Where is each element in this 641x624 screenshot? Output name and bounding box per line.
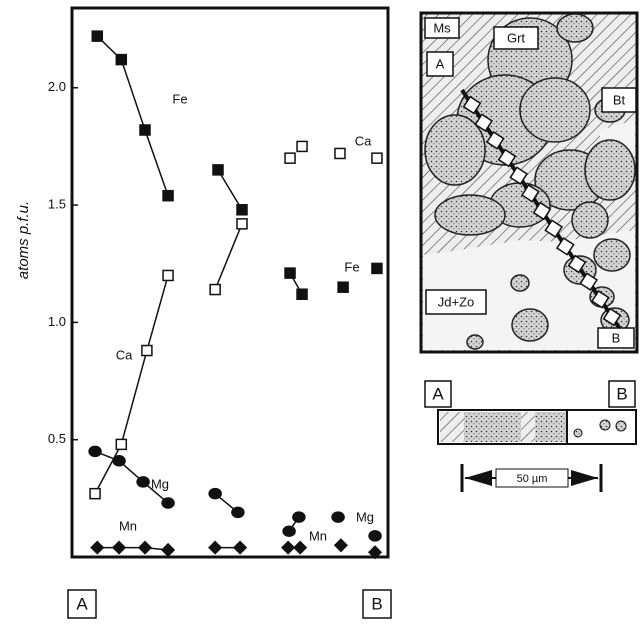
series-label: Fe bbox=[172, 91, 187, 106]
marker bbox=[333, 538, 348, 553]
diagram-label: Jd+Zo bbox=[438, 294, 475, 309]
marker bbox=[136, 476, 150, 488]
analysis-spot bbox=[602, 307, 622, 327]
series-line bbox=[95, 158, 377, 494]
marker bbox=[233, 540, 248, 555]
plot-frame bbox=[70, 6, 390, 559]
series-label: Ca bbox=[116, 347, 133, 362]
marker bbox=[90, 540, 105, 555]
strip-label: A bbox=[432, 384, 444, 403]
marker bbox=[367, 545, 383, 560]
analysis-spot bbox=[590, 289, 610, 309]
marker bbox=[161, 542, 176, 558]
marker bbox=[162, 189, 174, 202]
annotation: Ca bbox=[355, 133, 372, 148]
analysis-spot bbox=[579, 272, 599, 292]
marker bbox=[212, 164, 224, 176]
marker bbox=[89, 487, 101, 500]
diagram-label: Bt bbox=[613, 92, 626, 107]
marker bbox=[91, 30, 104, 42]
analysis-spot bbox=[544, 219, 564, 239]
marker bbox=[337, 281, 349, 293]
marker bbox=[236, 218, 248, 230]
analysis-spot bbox=[520, 183, 540, 203]
marker bbox=[282, 525, 296, 537]
strip-label-box bbox=[424, 380, 452, 408]
diagram-label-box bbox=[493, 26, 539, 50]
marker bbox=[112, 540, 127, 555]
scale-bar-label: 50 µm bbox=[517, 473, 548, 485]
end-label: B bbox=[371, 594, 382, 613]
annotation: Fe bbox=[344, 259, 359, 274]
marker bbox=[284, 152, 296, 164]
analysis-spot bbox=[485, 130, 505, 150]
strip-label: B bbox=[616, 384, 627, 403]
annotation: Mn bbox=[309, 528, 327, 543]
marker bbox=[161, 497, 175, 509]
marker bbox=[115, 438, 128, 451]
marker bbox=[141, 344, 153, 357]
marker bbox=[137, 540, 153, 555]
analysis-spot bbox=[462, 95, 482, 115]
y-tick-label: 1.0 bbox=[48, 314, 66, 329]
end-label-box bbox=[67, 589, 97, 619]
analysis-spot bbox=[509, 166, 529, 186]
analysis-spot bbox=[532, 201, 552, 221]
marker bbox=[331, 511, 345, 523]
y-tick-label: 0.5 bbox=[48, 431, 66, 446]
diagram-label-box bbox=[601, 87, 637, 113]
marker bbox=[371, 152, 383, 164]
marker bbox=[209, 283, 221, 296]
series-label: Mg bbox=[151, 476, 169, 491]
marker bbox=[296, 140, 308, 153]
marker bbox=[368, 530, 382, 542]
marker bbox=[296, 288, 308, 300]
marker bbox=[334, 147, 346, 160]
diagram-label-box bbox=[424, 17, 460, 39]
marker bbox=[292, 511, 306, 523]
marker bbox=[231, 506, 245, 519]
strip bbox=[437, 409, 637, 492]
diagram-label: A bbox=[436, 56, 445, 71]
analysis-spot bbox=[497, 148, 517, 168]
marker bbox=[371, 262, 383, 275]
marker bbox=[284, 267, 296, 279]
series-line bbox=[97, 36, 377, 294]
marker bbox=[293, 540, 308, 555]
diagram-label-box bbox=[425, 289, 487, 315]
marker bbox=[236, 204, 248, 216]
marker bbox=[115, 53, 128, 66]
diagram-label: Grt bbox=[507, 30, 525, 45]
marker bbox=[281, 540, 296, 555]
strip-label-box bbox=[608, 380, 636, 408]
series-label: Mn bbox=[119, 518, 137, 533]
diagram-label-box bbox=[597, 327, 635, 349]
marker bbox=[208, 540, 223, 555]
y-tick-label: 2.0 bbox=[48, 79, 66, 94]
diagram-label-box bbox=[426, 51, 454, 77]
end-label-box bbox=[362, 589, 392, 619]
y-tick-label: 1.5 bbox=[48, 197, 66, 212]
analysis-spot bbox=[474, 113, 494, 133]
marker bbox=[139, 124, 151, 136]
y-axis-label: atoms p.f.u. bbox=[15, 201, 32, 279]
marker bbox=[162, 269, 174, 282]
end-label: A bbox=[76, 594, 88, 613]
diagram-label: Ms bbox=[433, 20, 451, 35]
diagram-label: B bbox=[612, 330, 621, 345]
marker bbox=[208, 487, 222, 500]
marker bbox=[88, 445, 102, 458]
analysis-spot bbox=[567, 254, 587, 274]
analysis-spot bbox=[555, 236, 575, 256]
series-line bbox=[95, 451, 375, 535]
annotation: Mg bbox=[356, 509, 374, 524]
marker bbox=[112, 455, 126, 467]
